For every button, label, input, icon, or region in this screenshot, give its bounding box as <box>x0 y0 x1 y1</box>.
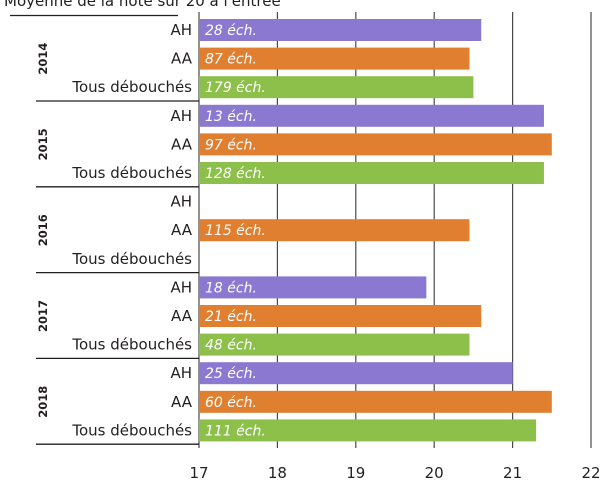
bar-data-label: 87 éch. <box>205 52 257 68</box>
x-axis: 17 18 19 20 21 22 <box>189 464 600 481</box>
bar-data-label: 97 éch. <box>205 137 257 153</box>
bar <box>199 133 552 156</box>
group-label: 2015 <box>36 128 50 160</box>
bar <box>199 47 470 70</box>
x-tick-label: 17 <box>189 464 208 481</box>
x-tick-label: 21 <box>503 464 522 481</box>
bar <box>199 276 427 299</box>
category-label: Tous débouchés <box>71 336 192 354</box>
bar-data-label: 25 éch. <box>205 366 257 382</box>
bar <box>199 19 482 41</box>
bar <box>199 162 544 184</box>
category-label: AH <box>170 278 192 296</box>
group-label: 2017 <box>36 300 50 332</box>
bar-data-label: 21 éch. <box>205 309 257 325</box>
chart-title: Moyenne de la note sur 20 à l'entrée <box>4 0 281 10</box>
bar-data-label: 128 éch. <box>205 166 266 182</box>
bar <box>199 76 474 99</box>
category-label: AH <box>170 364 192 382</box>
category-label: AA <box>171 307 193 325</box>
bar <box>199 362 513 385</box>
bar-data-label: 18 éch. <box>205 280 257 296</box>
bar-data-label: 48 éch. <box>205 338 257 354</box>
category-label: Tous débouchés <box>71 421 192 439</box>
bar <box>199 305 482 327</box>
category-label: AA <box>171 135 193 153</box>
bar <box>199 333 470 356</box>
bar-data-label: 28 éch. <box>205 23 257 39</box>
bar-data-label: 13 éch. <box>205 109 257 125</box>
group-label: 2016 <box>36 214 50 246</box>
bar <box>199 219 470 242</box>
category-label: AH <box>170 193 192 211</box>
category-label: Tous débouchés <box>71 164 192 182</box>
bar-data-label: 60 éch. <box>205 395 257 411</box>
x-tick-label: 20 <box>425 464 444 481</box>
category-label: AH <box>170 107 192 125</box>
group-label: 2018 <box>36 386 50 418</box>
bars-layer: 28 éch. 87 éch. 179 éch. 13 éch. 97 éch. 128 … <box>199 19 552 442</box>
category-label: AH <box>170 21 192 39</box>
x-tick-label: 18 <box>268 464 287 481</box>
category-label: AA <box>171 221 193 239</box>
bar-data-label: 179 éch. <box>205 80 266 96</box>
category-label: AA <box>171 50 193 68</box>
category-label: Tous débouchés <box>71 250 192 268</box>
labels-layer: AH AA Tous débouchés 2014 AH AA Tous débouchés… <box>10 14 199 445</box>
bar <box>199 104 544 127</box>
bar <box>199 390 552 413</box>
bar <box>199 419 537 442</box>
bar-data-label: 115 éch. <box>205 223 266 239</box>
x-tick-label: 22 <box>581 464 600 481</box>
group-label: 2014 <box>36 43 50 75</box>
x-tick-label: 19 <box>346 464 365 481</box>
bar-data-label: 111 éch. <box>205 423 266 439</box>
category-label: Tous débouchés <box>71 78 192 96</box>
category-label: AA <box>171 393 193 411</box>
